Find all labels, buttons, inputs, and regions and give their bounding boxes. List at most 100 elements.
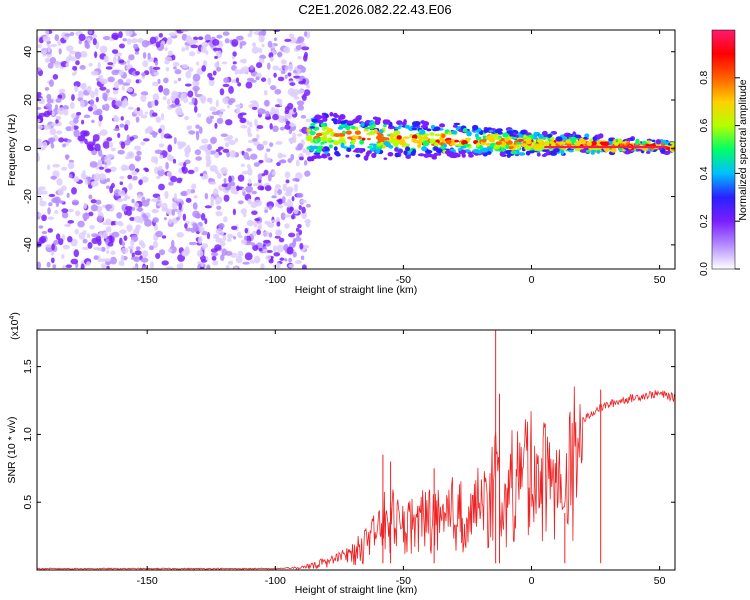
noise-blob [243,152,249,160]
noise-blob [158,249,166,256]
noise-blob [234,266,238,269]
noise-blob [103,258,112,262]
noise-blob [250,153,258,160]
noise-blob [277,204,284,209]
noise-blob [42,141,48,149]
noise-blob [227,260,234,265]
noise-blob [210,199,214,207]
noise-blob [281,196,286,204]
signal-blob [426,128,432,132]
noise-blob [62,244,70,250]
noise-blob [168,181,174,186]
noise-blob [119,229,127,234]
signal-blob [590,140,597,146]
noise-blob [236,231,242,238]
signal-blob [405,146,411,152]
noise-blob [264,99,270,107]
signal-blob [351,135,359,140]
noise-blob [73,249,80,258]
noise-blob [135,116,140,123]
noise-blob [265,110,270,118]
signal-blob [486,151,492,155]
noise-blob [226,151,231,158]
signal-blob [322,116,328,122]
noise-blob [214,122,218,129]
noise-blob [220,167,228,175]
noise-blob [131,170,138,176]
noise-blob [91,237,99,245]
signal-blob [389,139,394,143]
noise-blob [129,216,136,221]
noise-blob [294,260,303,264]
signal-blob [475,136,482,141]
noise-blob [224,142,230,148]
noise-blob [82,169,86,176]
noise-blob [204,34,212,42]
noise-blob [234,68,239,75]
noise-blob [161,202,168,211]
noise-blob [135,246,141,251]
noise-blob [149,65,153,74]
noise-blob [216,172,222,179]
noise-blob [207,72,213,79]
noise-blob [274,184,281,190]
snr-y-multiplier-base: (x10 [9,319,21,340]
noise-blob [58,137,65,143]
noise-blob [264,220,271,225]
spectrogram-x-ticks: -150 -100 -50 0 50 [137,30,666,286]
signal-blob [625,138,631,142]
noise-blob [100,129,108,136]
signal-blob [375,148,381,154]
noise-blob [49,128,57,136]
noise-blob [173,66,177,70]
noise-blob [73,81,81,88]
noise-blob [168,218,173,225]
noise-blob [227,238,232,242]
noise-blob [178,202,182,211]
noise-blob [106,185,110,189]
noise-blob [258,222,262,229]
noise-blob [68,159,75,163]
noise-blob [89,225,95,230]
noise-blob [158,85,164,93]
noise-blob [66,192,70,198]
noise-blob [212,39,220,46]
noise-blob [61,211,69,219]
noise-blob [246,120,250,126]
signal-blob [547,135,552,138]
noise-blob [279,126,285,131]
snr-frame [36,329,676,571]
signal-blob [349,144,355,149]
noise-blob [100,263,107,269]
signal-blob [439,142,445,146]
noise-blob [161,235,167,239]
noise-blob [128,182,133,191]
noise-blob [279,154,287,158]
noise-blob [141,266,147,269]
noise-blob [300,255,305,261]
noise-blob [116,211,123,219]
noise-blob [109,166,117,172]
signal-blob [445,139,452,145]
signal-blob [476,127,482,132]
noise-blob [58,48,62,55]
noise-blob [289,36,297,44]
noise-blob [141,250,149,258]
noise-blob [235,107,241,115]
signal-blob [624,150,631,155]
noise-blob [74,51,82,59]
noise-blob [214,62,220,69]
signal-blob [306,128,312,133]
noise-blob [269,85,277,91]
noise-blob [217,230,225,236]
noise-blob [109,235,113,243]
signal-blob [311,118,319,123]
signal-blob [316,137,321,143]
noise-blob [208,78,215,87]
signal-blob [383,157,388,160]
noise-blob [193,195,198,199]
noise-blob [200,213,206,221]
noise-blob [258,47,263,54]
noise-blob [221,183,228,188]
signal-blob [635,138,640,144]
